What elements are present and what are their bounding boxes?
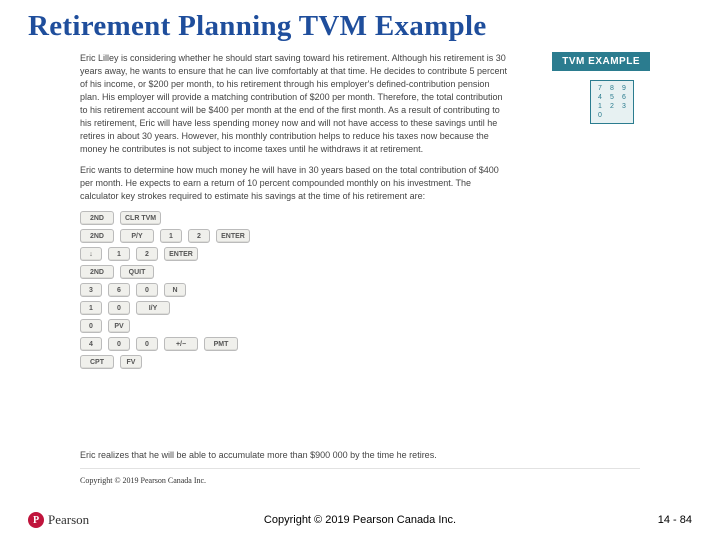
- keypad-cell: 0: [594, 111, 606, 120]
- keystroke-row: 10 I/Y: [80, 301, 640, 315]
- paragraph-1: Eric Lilley is considering whether he sh…: [80, 52, 510, 156]
- keystroke-row: 360N: [80, 283, 640, 297]
- calculator-key: ENTER: [216, 229, 250, 243]
- example-body-text: Eric Lilley is considering whether he sh…: [80, 52, 510, 203]
- calculator-key: PV: [108, 319, 130, 333]
- calculator-key: ENTER: [164, 247, 198, 261]
- footer-copyright: Copyright © 2019 Pearson Canada Inc.: [264, 514, 456, 526]
- calculator-key: 2: [136, 247, 158, 261]
- calculator-key: +/−: [164, 337, 198, 351]
- calculator-key: 0: [136, 283, 158, 297]
- figure-container: TVM EXAMPLE 789 456 123 0 Eric Lilley is…: [80, 52, 640, 373]
- calculator-key: 0: [136, 337, 158, 351]
- calculator-key: 2ND: [80, 229, 114, 243]
- keypad-cell: 8: [606, 84, 618, 93]
- calculator-key: ↓: [80, 247, 102, 261]
- keystroke-row: 0 PV: [80, 319, 640, 333]
- keystroke-row: CPT FV: [80, 355, 640, 369]
- slide-number: 14 - 84: [658, 514, 692, 526]
- calculator-key: CPT: [80, 355, 114, 369]
- calculator-key: 0: [108, 301, 130, 315]
- keypad-cell: 5: [606, 93, 618, 102]
- keystroke-row: 2ND QUIT: [80, 265, 640, 279]
- keypad-cell: 2: [606, 102, 618, 111]
- pearson-logo-text: Pearson: [48, 512, 89, 528]
- calculator-key: FV: [120, 355, 142, 369]
- keystroke-row: ↓ 12 ENTER: [80, 247, 640, 261]
- paragraph-2: Eric wants to determine how much money h…: [80, 164, 510, 203]
- divider-line: [80, 468, 640, 469]
- figure-copyright: Copyright © 2019 Pearson Canada Inc.: [80, 476, 206, 485]
- calculator-key: P/Y: [120, 229, 154, 243]
- keypad-cell: 1: [594, 102, 606, 111]
- conclusion-text: Eric realizes that he will be able to ac…: [80, 450, 640, 460]
- calculator-keypad-icon: 789 456 123 0: [590, 80, 634, 124]
- keypad-cell: 4: [594, 93, 606, 102]
- keypad-cell: 9: [618, 84, 630, 93]
- keystroke-sequence: 2NDCLR TVM2NDP/Y12ENTER↓12ENTER2NDQUIT36…: [80, 211, 640, 369]
- calculator-key: I/Y: [136, 301, 170, 315]
- pearson-logo-icon: P: [28, 512, 44, 528]
- keystroke-row: 2ND CLR TVM: [80, 211, 640, 225]
- pearson-logo: P Pearson: [28, 512, 89, 528]
- calculator-key: 1: [160, 229, 182, 243]
- keypad-cell: 7: [594, 84, 606, 93]
- calculator-key: 3: [80, 283, 102, 297]
- keypad-grid: 789 456 123 0: [594, 84, 630, 120]
- keystroke-row: 2ND P/Y 12 ENTER: [80, 229, 640, 243]
- calculator-key: 2: [188, 229, 210, 243]
- calculator-key: 0: [80, 319, 102, 333]
- calculator-key: 6: [108, 283, 130, 297]
- calculator-key: 2ND: [80, 265, 114, 279]
- calculator-key: QUIT: [120, 265, 154, 279]
- tvm-example-badge: TVM EXAMPLE: [552, 52, 650, 71]
- slide-root: Retirement Planning TVM Example TVM EXAM…: [0, 0, 720, 540]
- calculator-key: 1: [80, 301, 102, 315]
- calculator-key: 4: [80, 337, 102, 351]
- keypad-cell: [618, 111, 630, 120]
- calculator-key: CLR TVM: [120, 211, 161, 225]
- calculator-key: 1: [108, 247, 130, 261]
- calculator-key: N: [164, 283, 186, 297]
- page-title: Retirement Planning TVM Example: [28, 10, 692, 43]
- calculator-key: 0: [108, 337, 130, 351]
- keystroke-row: 400+/−PMT: [80, 337, 640, 351]
- calculator-key: PMT: [204, 337, 238, 351]
- slide-footer: P Pearson Copyright © 2019 Pearson Canad…: [0, 510, 720, 530]
- keypad-cell: [606, 111, 618, 120]
- keypad-cell: 3: [618, 102, 630, 111]
- calculator-key: 2ND: [80, 211, 114, 225]
- keypad-cell: 6: [618, 93, 630, 102]
